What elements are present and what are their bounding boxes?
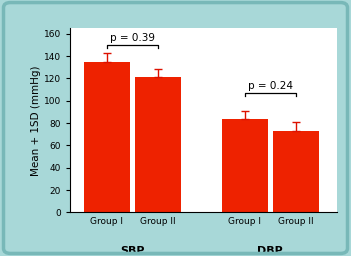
Bar — [84, 62, 130, 212]
Bar — [222, 119, 268, 212]
Text: p = 0.24: p = 0.24 — [248, 81, 293, 91]
Y-axis label: Mean + 1SD (mmHg): Mean + 1SD (mmHg) — [31, 65, 41, 176]
Text: DBP: DBP — [257, 246, 283, 256]
Bar — [273, 131, 319, 212]
Bar — [134, 77, 180, 212]
Text: p = 0.39: p = 0.39 — [110, 33, 155, 43]
Text: SBP: SBP — [120, 246, 145, 256]
